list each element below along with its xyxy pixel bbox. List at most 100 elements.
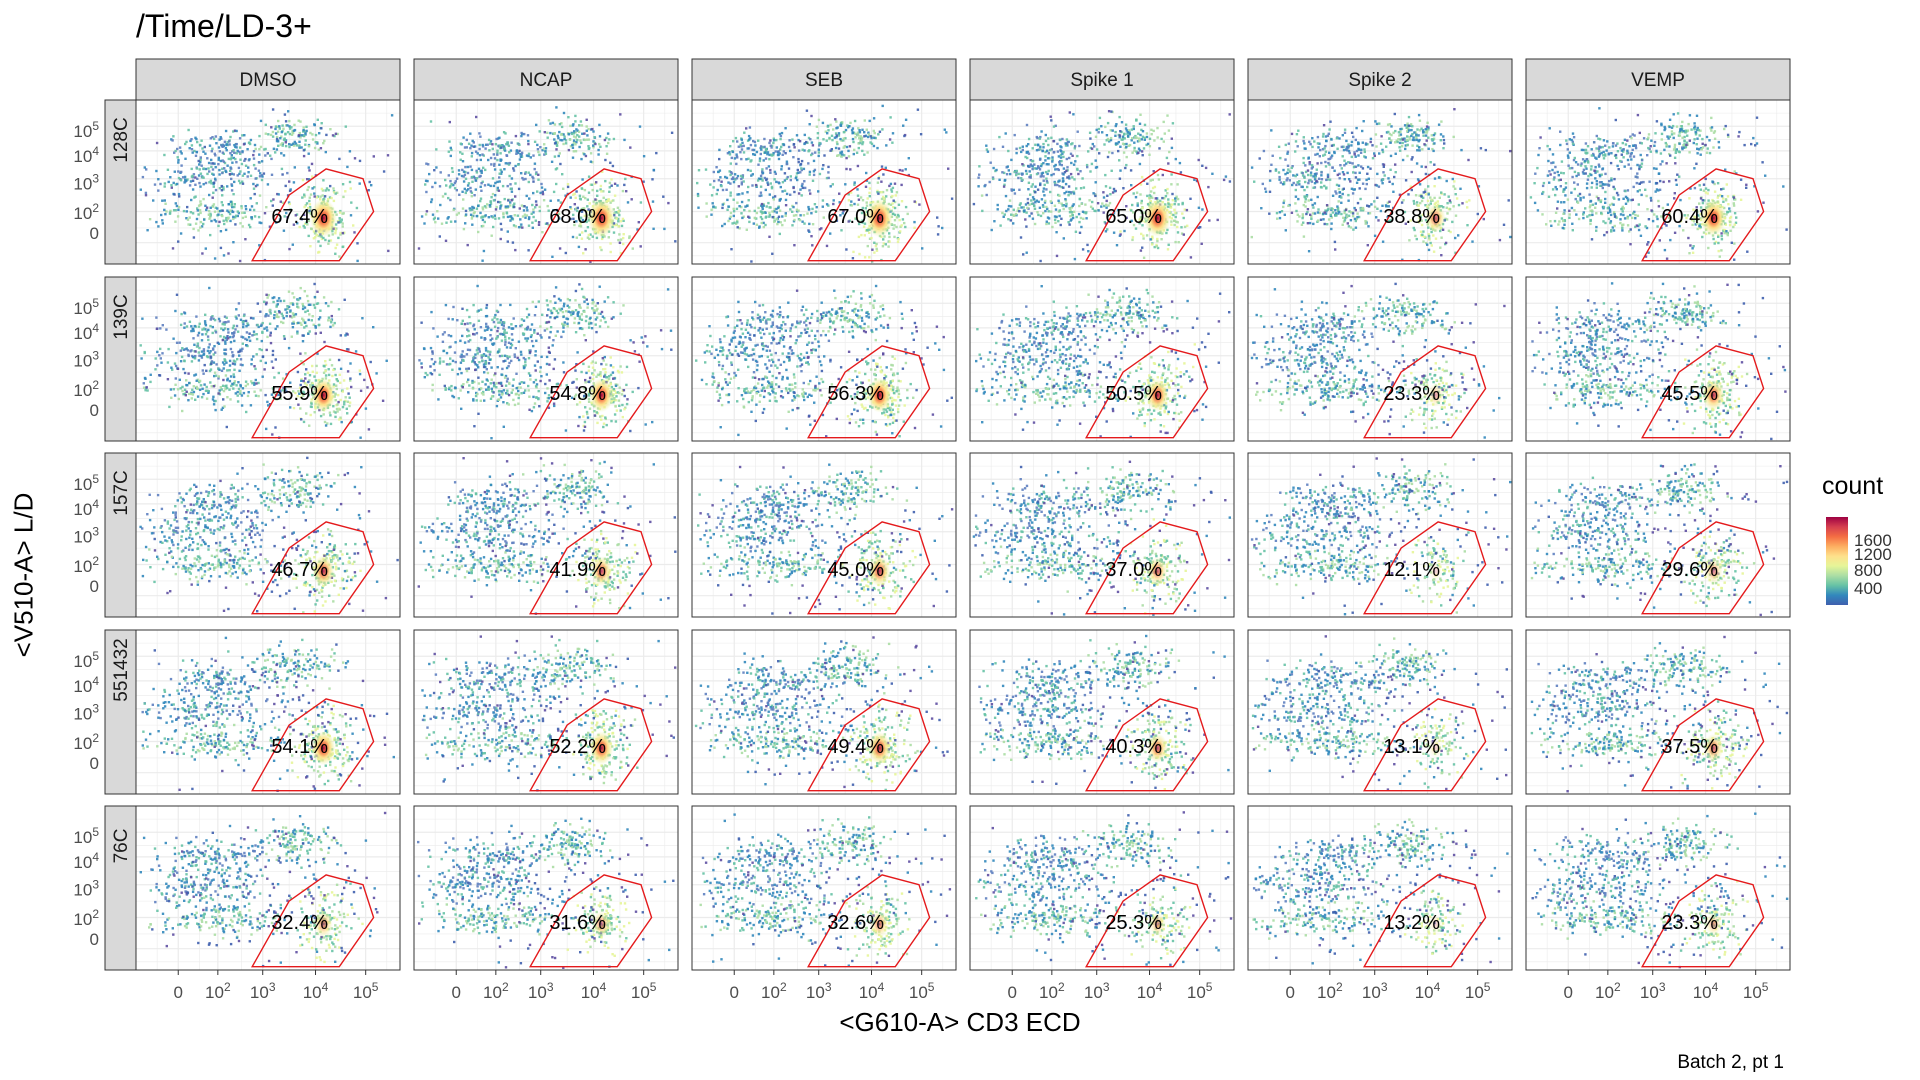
facet-panel: 52.2%: [414, 630, 678, 794]
x-tick-label: 0: [730, 983, 739, 1002]
y-tick-label: 103: [73, 878, 99, 900]
facet-panel: 31.6%: [414, 806, 678, 970]
gate-percentage-label: 50.5%: [1105, 383, 1162, 405]
gate-percentage-label: 38.8%: [1383, 206, 1440, 228]
gate-percentage-label: 49.4%: [827, 736, 884, 758]
x-tick-label: 102: [1595, 980, 1621, 1002]
y-tick-label: 103: [73, 525, 99, 547]
y-tick-label: 105: [73, 472, 99, 494]
x-tick-label: 102: [1317, 980, 1343, 1002]
x-tick-label: 0: [1564, 983, 1573, 1002]
column-label: DMSO: [240, 70, 297, 91]
x-tick-label: 103: [806, 980, 832, 1002]
legend-label-1600: 1600: [1854, 533, 1892, 549]
x-tick-label: 102: [1039, 980, 1065, 1002]
legend-label-400: 400: [1854, 581, 1882, 597]
gate-percentage-label: 67.0%: [827, 206, 884, 228]
x-tick-label: 104: [581, 980, 607, 1002]
x-tick-label: 104: [1693, 980, 1719, 1002]
gate-percentage-label: 67.4%: [271, 206, 328, 228]
column-label: Spike 1: [1070, 70, 1133, 91]
y-tick-label: 104: [73, 850, 99, 872]
facet-panel: 54.8%: [414, 277, 678, 441]
y-tick-label: 104: [73, 144, 99, 166]
facet-panel: 12.1%: [1248, 453, 1512, 617]
gate-percentage-label: 54.8%: [549, 383, 606, 405]
row-label: 76C: [111, 829, 132, 864]
facet-panel: 45.5%: [1526, 277, 1790, 441]
facet-panel: 68.0%: [414, 100, 678, 264]
gate-percentage-label: 45.0%: [827, 559, 884, 581]
column-label: Spike 2: [1348, 70, 1411, 91]
y-tick-label: 0: [90, 401, 99, 420]
row-label: 551432: [111, 638, 132, 701]
x-tick-label: 105: [1465, 980, 1491, 1002]
x-tick-label: 103: [1084, 980, 1110, 1002]
x-axis-title: <G610-A> CD3 ECD: [0, 1007, 1920, 1038]
y-tick-label: 102: [73, 731, 99, 753]
facet-panel: 38.8%: [1248, 100, 1512, 264]
facet-panel: 23.3%: [1248, 277, 1512, 441]
facet-panel: 65.0%: [970, 100, 1234, 264]
gate-percentage-label: 40.3%: [1105, 736, 1162, 758]
gate-percentage-label: 52.2%: [549, 736, 606, 758]
y-tick-label: 102: [73, 201, 99, 223]
x-tick-label: 105: [909, 980, 935, 1002]
y-tick-label: 103: [73, 702, 99, 724]
facet-panel: 29.6%: [1526, 453, 1790, 617]
facet-panel: 54.1%: [136, 630, 400, 794]
y-tick-label: 105: [73, 825, 99, 847]
gate-percentage-label: 56.3%: [827, 383, 884, 405]
facet-panel: 46.7%: [136, 453, 400, 617]
gate-percentage-label: 32.6%: [827, 912, 884, 934]
x-tick-label: 102: [205, 980, 231, 1002]
facet-panel: 37.5%: [1526, 630, 1790, 794]
gate-percentage-label: 13.1%: [1383, 736, 1440, 758]
row-label: 128C: [111, 117, 132, 162]
y-tick-label: 105: [73, 119, 99, 141]
x-tick-label: 102: [483, 980, 509, 1002]
facet-panel: 55.9%: [136, 277, 400, 441]
facet-panel: 41.9%: [414, 453, 678, 617]
x-tick-label: 102: [761, 980, 787, 1002]
x-tick-label: 105: [353, 980, 379, 1002]
y-tick-label: 0: [90, 754, 99, 773]
y-tick-label: 105: [73, 649, 99, 671]
y-tick-label: 104: [73, 497, 99, 519]
gate-percentage-label: 55.9%: [271, 383, 328, 405]
facet-panel: 13.2%: [1248, 806, 1512, 970]
facet-panel: 60.4%: [1526, 100, 1790, 264]
y-tick-label: 0: [90, 224, 99, 243]
gate-percentage-label: 60.4%: [1661, 206, 1718, 228]
x-tick-label: 0: [452, 983, 461, 1002]
gate-percentage-label: 13.2%: [1383, 912, 1440, 934]
facet-panel: 45.0%: [692, 453, 956, 617]
row-label: 157C: [111, 470, 132, 515]
gate-percentage-label: 54.1%: [271, 736, 328, 758]
facet-panel: 56.3%: [692, 277, 956, 441]
x-tick-label: 103: [1640, 980, 1666, 1002]
gate-percentage-label: 37.0%: [1105, 559, 1162, 581]
x-tick-label: 104: [1137, 980, 1163, 1002]
y-axis-title: <V510-A> L/D: [9, 493, 40, 658]
facet-panel: 13.1%: [1248, 630, 1512, 794]
gate-percentage-label: 23.3%: [1383, 383, 1440, 405]
y-tick-label: 102: [73, 378, 99, 400]
legend-title: count: [1822, 472, 1883, 501]
gate-percentage-label: 68.0%: [549, 206, 606, 228]
gate-percentage-label: 12.1%: [1383, 559, 1440, 581]
gate-percentage-label: 41.9%: [549, 559, 606, 581]
facet-panel: 67.0%: [692, 100, 956, 264]
facet-panel: 67.4%: [136, 100, 400, 264]
facet-panel: 40.3%: [970, 630, 1234, 794]
x-tick-label: 104: [303, 980, 329, 1002]
legend-body: 400 800 1200 1600: [1822, 509, 1883, 605]
facet-panel: 32.6%: [692, 806, 956, 970]
caption: Batch 2, pt 1: [1677, 1052, 1784, 1074]
y-tick-label: 102: [73, 907, 99, 929]
facet-panel: 32.4%: [136, 806, 400, 970]
y-tick-label: 104: [73, 674, 99, 696]
gate-percentage-label: 25.3%: [1105, 912, 1162, 934]
column-label: SEB: [805, 70, 843, 91]
